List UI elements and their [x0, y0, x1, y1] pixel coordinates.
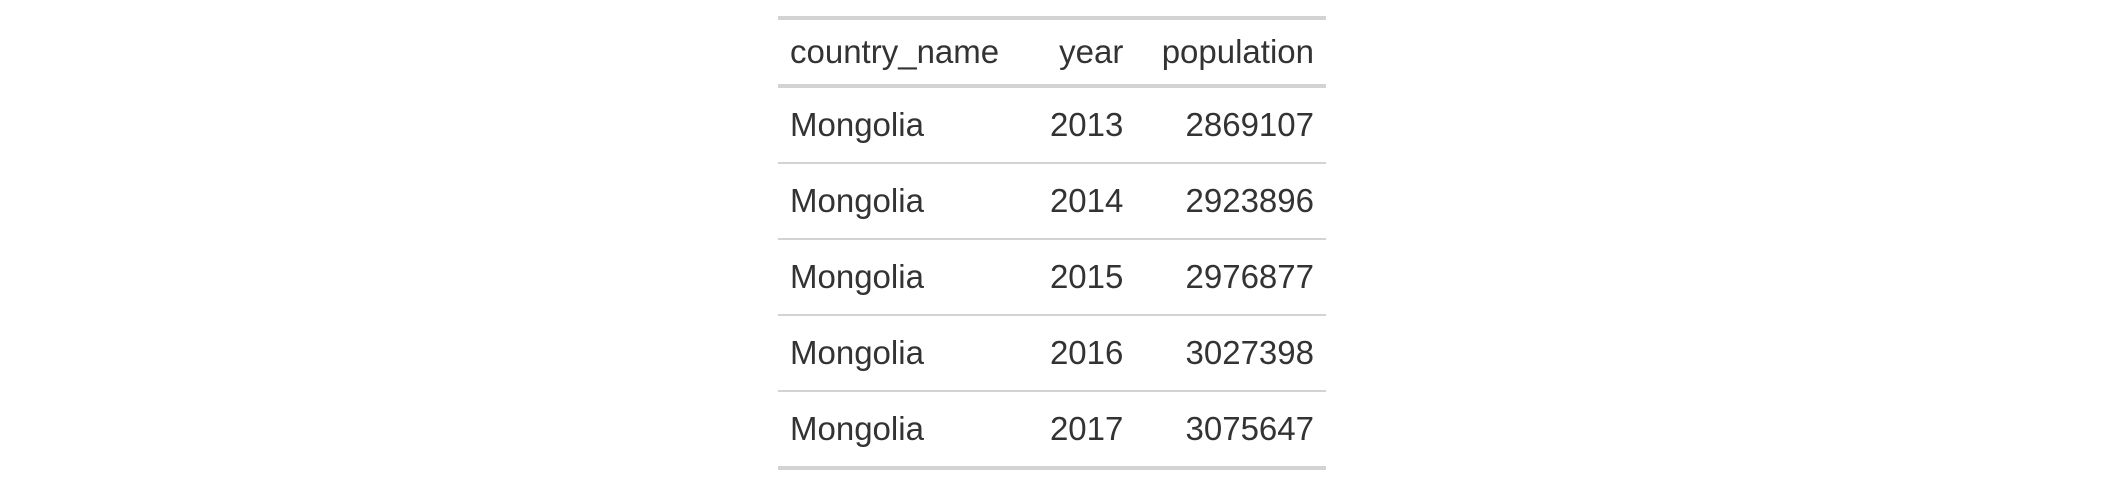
cell-population: 3027398	[1185, 334, 1314, 371]
data-table: country_name year population Mongolia 20…	[778, 16, 1326, 470]
table-header: country_name year population	[778, 18, 1326, 86]
cell-country-name: Mongolia	[790, 334, 924, 371]
cell-population: 2923896	[1185, 182, 1314, 219]
cell-year: 2013	[1049, 106, 1124, 143]
table-row: Mongolia 2015 2976877	[778, 239, 1326, 315]
table-row: Mongolia 2013 2869107	[778, 86, 1326, 163]
data-table-container: country_name year population Mongolia 20…	[778, 16, 1326, 470]
cell-year: 2016	[1049, 334, 1124, 371]
column-header-population: population	[1161, 33, 1314, 70]
header-row: country_name year population	[778, 18, 1326, 86]
cell-population: 2976877	[1185, 258, 1314, 295]
cell-population: 3075647	[1185, 410, 1314, 447]
table-row: Mongolia 2014 2923896	[778, 163, 1326, 239]
cell-country-name: Mongolia	[790, 106, 924, 143]
table-row: Mongolia 2017 3075647	[778, 391, 1326, 468]
cell-year: 2017	[1049, 410, 1124, 447]
cell-country-name: Mongolia	[790, 182, 924, 219]
column-header-year: year	[1059, 33, 1124, 70]
table-row: Mongolia 2016 3027398	[778, 315, 1326, 391]
cell-country-name: Mongolia	[790, 410, 924, 447]
cell-year: 2015	[1049, 258, 1124, 295]
cell-country-name: Mongolia	[790, 258, 924, 295]
cell-population: 2869107	[1185, 106, 1314, 143]
cell-year: 2014	[1049, 182, 1124, 219]
table-body: Mongolia 2013 2869107 Mongolia 2014 2923…	[778, 86, 1326, 468]
column-header-country-name: country_name	[790, 33, 1000, 70]
